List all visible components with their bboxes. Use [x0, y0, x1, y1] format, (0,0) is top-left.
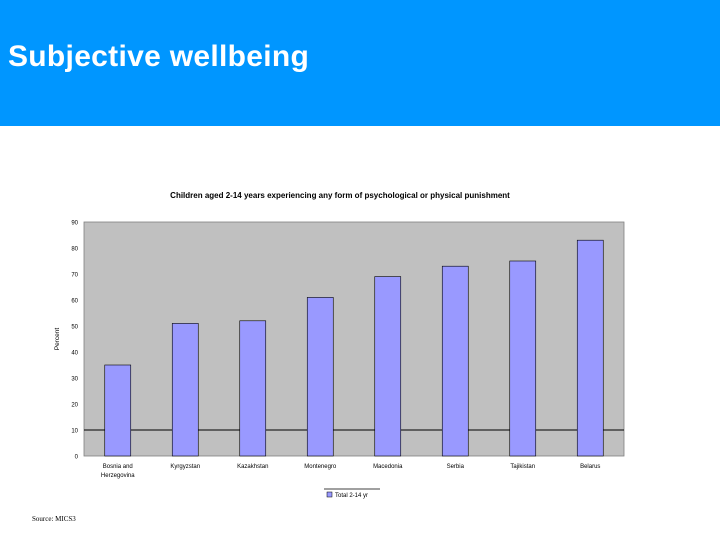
x-tick-label: Macedonia [373, 464, 403, 470]
x-tick-label: Kazakhstan [237, 464, 268, 470]
x-tick-label: Herzegovina [101, 473, 135, 479]
y-tick-label: 20 [71, 403, 78, 409]
y-tick-label: 60 [71, 299, 78, 305]
y-tick-label: 10 [71, 429, 78, 435]
y-tick-label: 80 [71, 247, 78, 253]
bar [104, 364, 132, 457]
header-banner [0, 0, 720, 126]
y-tick-label: 30 [71, 377, 78, 383]
bar [576, 239, 604, 457]
x-tick-label: Tajikistan [510, 464, 535, 470]
x-tick-label: Kyrgyzstan [170, 464, 200, 470]
bar [509, 260, 537, 457]
x-tick-label: Belarus [580, 464, 600, 470]
x-tick-label: Serbia [447, 464, 465, 470]
slide-title: Subjective wellbeing [8, 40, 310, 73]
x-tick-label: Bosnia and [103, 464, 133, 470]
y-axis-label: Percent [54, 328, 61, 351]
bar [441, 265, 469, 457]
y-tick-label: 50 [71, 325, 78, 331]
bar [239, 320, 267, 457]
legend-label: Total 2-14 yr [335, 493, 368, 499]
source-note: Source: MICS3 [32, 515, 76, 523]
bar [171, 323, 199, 457]
x-tick-label: Montenegro [304, 464, 337, 470]
bar [374, 276, 402, 457]
y-tick-label: 70 [71, 273, 78, 279]
chart-title: Children aged 2-14 years experiencing an… [170, 191, 510, 200]
y-tick-label: 90 [71, 221, 78, 227]
y-tick-label: 40 [71, 351, 78, 357]
bar [306, 297, 334, 457]
y-tick-label: 0 [75, 455, 79, 461]
plot-area [83, 221, 625, 457]
legend-swatch [326, 491, 333, 498]
